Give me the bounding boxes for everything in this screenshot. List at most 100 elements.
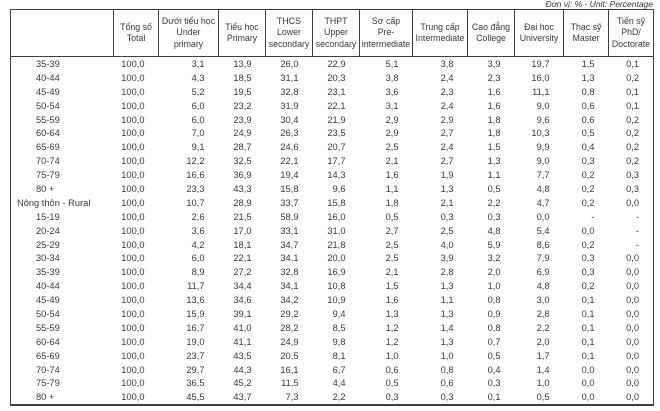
cell-value: 2,9: [385, 128, 399, 139]
row-label: 50-54: [36, 100, 60, 111]
cell-value: 23,5: [327, 128, 346, 139]
cell-value: 0,0: [626, 308, 639, 319]
cell-value: 100,0: [121, 225, 145, 236]
cell-value: 2,8: [440, 267, 454, 278]
row-label: 65-69: [36, 350, 60, 361]
cell-value: 0,1: [626, 100, 639, 111]
cell-value: 0,2: [581, 239, 595, 250]
table-row: 65-69 100,0 23,7 43,5 20,5 8,1 1,0 1,0 0,5 1,7 0,1…: [11, 349, 654, 363]
cell-value: -: [591, 211, 595, 222]
cell-value: 1,1: [385, 183, 399, 194]
column-header-total: Tổng số Total: [113, 9, 159, 57]
cell-value: 23,7: [186, 350, 205, 361]
cell-value: 0,6: [440, 378, 454, 389]
cell-value: 0,0: [626, 350, 639, 361]
cell-value: 23,2: [233, 100, 252, 111]
cell-value: 9,0: [536, 100, 550, 111]
table-row: 65-69 100,0 9,1 28,7 24,6 20,7 2,5 2,4 1,5 9,9 0,4…: [11, 140, 654, 154]
cell-value: 0,3: [626, 170, 639, 181]
cell-value: 100,0: [121, 392, 145, 403]
cell-value: 6,0: [191, 100, 205, 111]
table-row: 60-64 100,0 19,0 41,1 24,9 9,8 1,2 1,3 0,7 2,0 0,1…: [11, 335, 654, 349]
cell-value: 100,0: [121, 72, 145, 83]
cell-value: 45,5: [186, 392, 205, 403]
cell-value: 100,0: [121, 350, 145, 361]
cell-value: 1,6: [487, 100, 501, 111]
unit-note: Đơn vị: % - Unit: Percentage: [545, 0, 653, 9]
cell-value: 2,7: [440, 128, 454, 139]
cell-value: 44,3: [233, 364, 252, 375]
cell-value: 2,3: [487, 72, 501, 83]
cell-value: 0,3: [581, 267, 595, 278]
cell-value: 10,8: [327, 281, 346, 292]
cell-value: 9,4: [332, 308, 346, 319]
cell-value: 1,1: [487, 170, 501, 181]
cell-value: 6,7: [332, 364, 346, 375]
column-header-rowlabel: [10, 9, 114, 57]
cell-value: 3,6: [191, 225, 205, 236]
cell-value: 1,6: [385, 295, 399, 306]
cell-value: 2,2: [487, 197, 501, 208]
cell-value: 0,0: [581, 225, 595, 236]
cell-value: 3,2: [487, 253, 501, 264]
cell-value: 0,2: [581, 170, 595, 181]
column-header-primary: Tiểu học Primary: [218, 9, 266, 57]
cell-value: 1,2: [385, 322, 399, 333]
cell-value: 0,3: [581, 253, 595, 264]
cell-value: 0,5: [581, 128, 595, 139]
cell-value: 33,7: [280, 197, 299, 208]
row-label: 45-49: [36, 86, 60, 97]
cell-value: 5,1: [385, 58, 399, 69]
cell-value: 22,1: [327, 100, 346, 111]
cell-value: 16,9: [327, 267, 346, 278]
cell-value: 0,0: [626, 378, 639, 389]
cell-value: 16,0: [327, 211, 346, 222]
table-row: 25-29 100,0 4,2 18,1 34,7 21,8 2,5 4,0 5,9 8,6 0,2…: [11, 238, 654, 252]
column-header-upper-secondary: THPT Upper secondary: [312, 9, 360, 57]
table-row: 70-74 100,0 12,2 32,5 22,1 17,7 2,1 2,7 1,3 9,0 0,…: [11, 154, 654, 168]
table-row: 60-64 100,0 7,0 24,9 26,3 23,5 2,9 2,7 1,8 10,3 0,…: [11, 126, 654, 140]
cell-value: 1,0: [385, 350, 399, 361]
cell-value: 30,4: [280, 114, 299, 125]
cell-value: 0,3: [626, 183, 639, 194]
cell-value: 23,1: [327, 86, 346, 97]
cell-value: 20,0: [327, 253, 346, 264]
cell-value: -: [635, 239, 639, 250]
cell-value: 1,6: [385, 170, 399, 181]
row-label: 50-54: [36, 308, 60, 319]
cell-value: 11,1: [532, 86, 550, 97]
column-header-intermediate: Trung cấp Intermediate: [412, 9, 468, 57]
cell-value: 0,5: [487, 350, 501, 361]
cell-value: 0,0: [626, 295, 639, 306]
cell-value: 100,0: [121, 142, 145, 153]
cell-value: 0,1: [626, 86, 639, 97]
cell-value: 0,8: [487, 295, 501, 306]
cell-value: 8,9: [191, 267, 205, 278]
cell-value: 9,6: [536, 114, 550, 125]
cell-value: 0,0: [626, 281, 639, 292]
cell-value: 23,9: [233, 114, 252, 125]
cell-value: 16,6: [186, 170, 205, 181]
cell-value: 15,8: [280, 183, 299, 194]
cell-value: 2,1: [385, 156, 399, 167]
cell-value: 2,1: [385, 267, 399, 278]
cell-value: 22,1: [280, 156, 299, 167]
cell-value: 34,4: [233, 281, 252, 292]
cell-value: 6,9: [536, 267, 550, 278]
cell-value: 31,9: [280, 100, 299, 111]
cell-value: 3,8: [385, 72, 399, 83]
cell-value: 0,3: [440, 211, 454, 222]
cell-value: 0,2: [626, 142, 639, 153]
cell-value: 9,6: [332, 183, 346, 194]
cell-value: 3,9: [440, 253, 454, 264]
cell-value: 2,0: [536, 336, 550, 347]
cell-value: 0,0: [626, 253, 639, 264]
row-label: 15-19: [36, 211, 60, 222]
row-label: 30-34: [36, 253, 60, 264]
cell-value: 10,9: [327, 295, 346, 306]
cell-value: 0,0: [581, 364, 595, 375]
cell-value: 100,0: [121, 322, 145, 333]
cell-value: 41,1: [233, 336, 252, 347]
cell-value: 0,2: [626, 156, 639, 167]
cell-value: 0,2: [581, 197, 595, 208]
